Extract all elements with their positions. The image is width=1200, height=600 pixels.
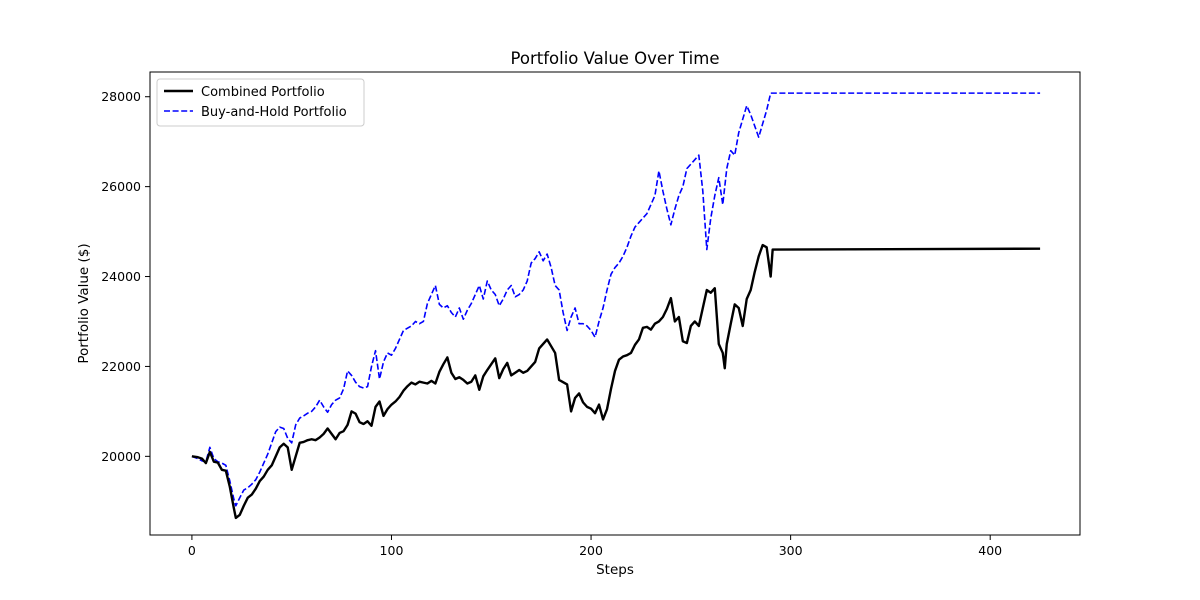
chart-title: Portfolio Value Over Time — [511, 49, 720, 68]
y-tick-label: 22000 — [101, 359, 141, 374]
x-axis: 0 100 200 300 400 — [188, 535, 1002, 558]
y-axis-label: Portfolio Value ($) — [76, 243, 92, 363]
legend-box — [156, 78, 365, 127]
axes-frame — [149, 71, 1081, 536]
series-line-buy-and-hold — [191, 92, 1041, 507]
x-tick-label: 0 — [188, 543, 196, 558]
y-tick-label: 20000 — [101, 449, 141, 464]
legend: Combined Portfolio Buy-and-Hold Portfoli… — [156, 78, 365, 127]
x-axis-label: Steps — [596, 562, 634, 578]
plot-area — [191, 92, 1041, 520]
y-tick-label: 28000 — [101, 89, 141, 104]
y-axis: 20000 22000 24000 26000 28000 — [101, 89, 150, 464]
legend-label-buy-and-hold: Buy-and-Hold Portfolio — [201, 105, 347, 120]
y-tick-label: 26000 — [101, 179, 141, 194]
legend-label-combined: Combined Portfolio — [201, 85, 325, 100]
x-tick-label: 300 — [779, 543, 803, 558]
x-tick-label: 400 — [978, 543, 1002, 558]
y-tick-label: 24000 — [101, 269, 141, 284]
series-line-combined — [191, 243, 1041, 520]
x-tick-label: 100 — [380, 543, 404, 558]
x-tick-label: 200 — [579, 543, 603, 558]
